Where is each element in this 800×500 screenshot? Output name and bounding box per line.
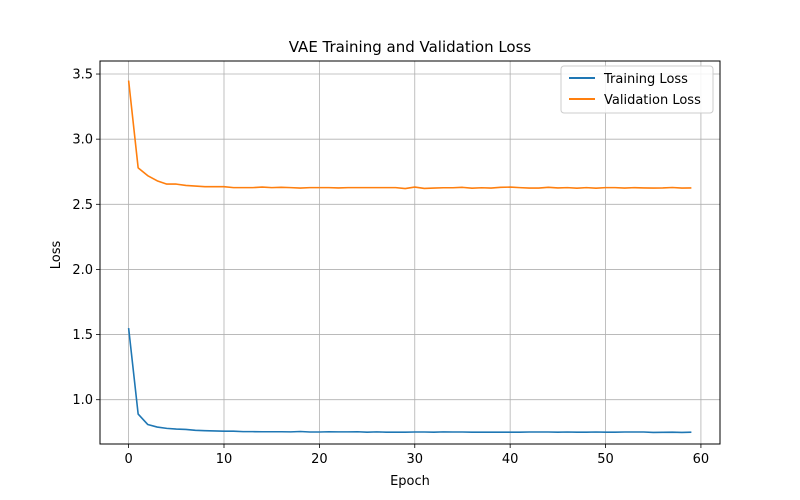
- series-line-validation-loss: [127, 80, 692, 190]
- y-tick-label: 1.5: [72, 328, 93, 343]
- y-tick-label: 3.0: [72, 133, 93, 148]
- x-tick-label: 30: [406, 452, 423, 467]
- y-tick-label: 2.0: [72, 263, 93, 278]
- grid: [100, 61, 720, 444]
- x-tick-label: 20: [311, 452, 328, 467]
- x-tick-label: 0: [124, 452, 132, 467]
- y-axis-label: Loss: [49, 241, 64, 270]
- y-tick-label: 2.5: [72, 198, 93, 213]
- x-axis-label: Epoch: [390, 474, 430, 489]
- plot-frame: [99, 60, 721, 445]
- chart-title: VAE Training and Validation Loss: [289, 38, 532, 56]
- legend-label-training: Training Loss: [603, 72, 688, 87]
- x-tick-label: 50: [597, 452, 614, 467]
- y-tick-label: 1.0: [72, 393, 93, 408]
- legend-label-validation: Validation Loss: [604, 93, 701, 108]
- series-layer: [127, 80, 692, 434]
- legend: Training Loss Validation Loss: [560, 65, 714, 114]
- legend-box: [560, 65, 714, 114]
- x-tick-label: 40: [502, 452, 519, 467]
- axis-ticks: 0 10 20 30 40 50 60 1.0 1.5 2.0 2.5 3.0 3.5: [72, 68, 709, 467]
- series-line-training-loss: [127, 327, 692, 434]
- x-tick-label: 10: [216, 452, 233, 467]
- x-tick-label: 60: [693, 452, 710, 467]
- y-tick-label: 3.5: [72, 68, 93, 83]
